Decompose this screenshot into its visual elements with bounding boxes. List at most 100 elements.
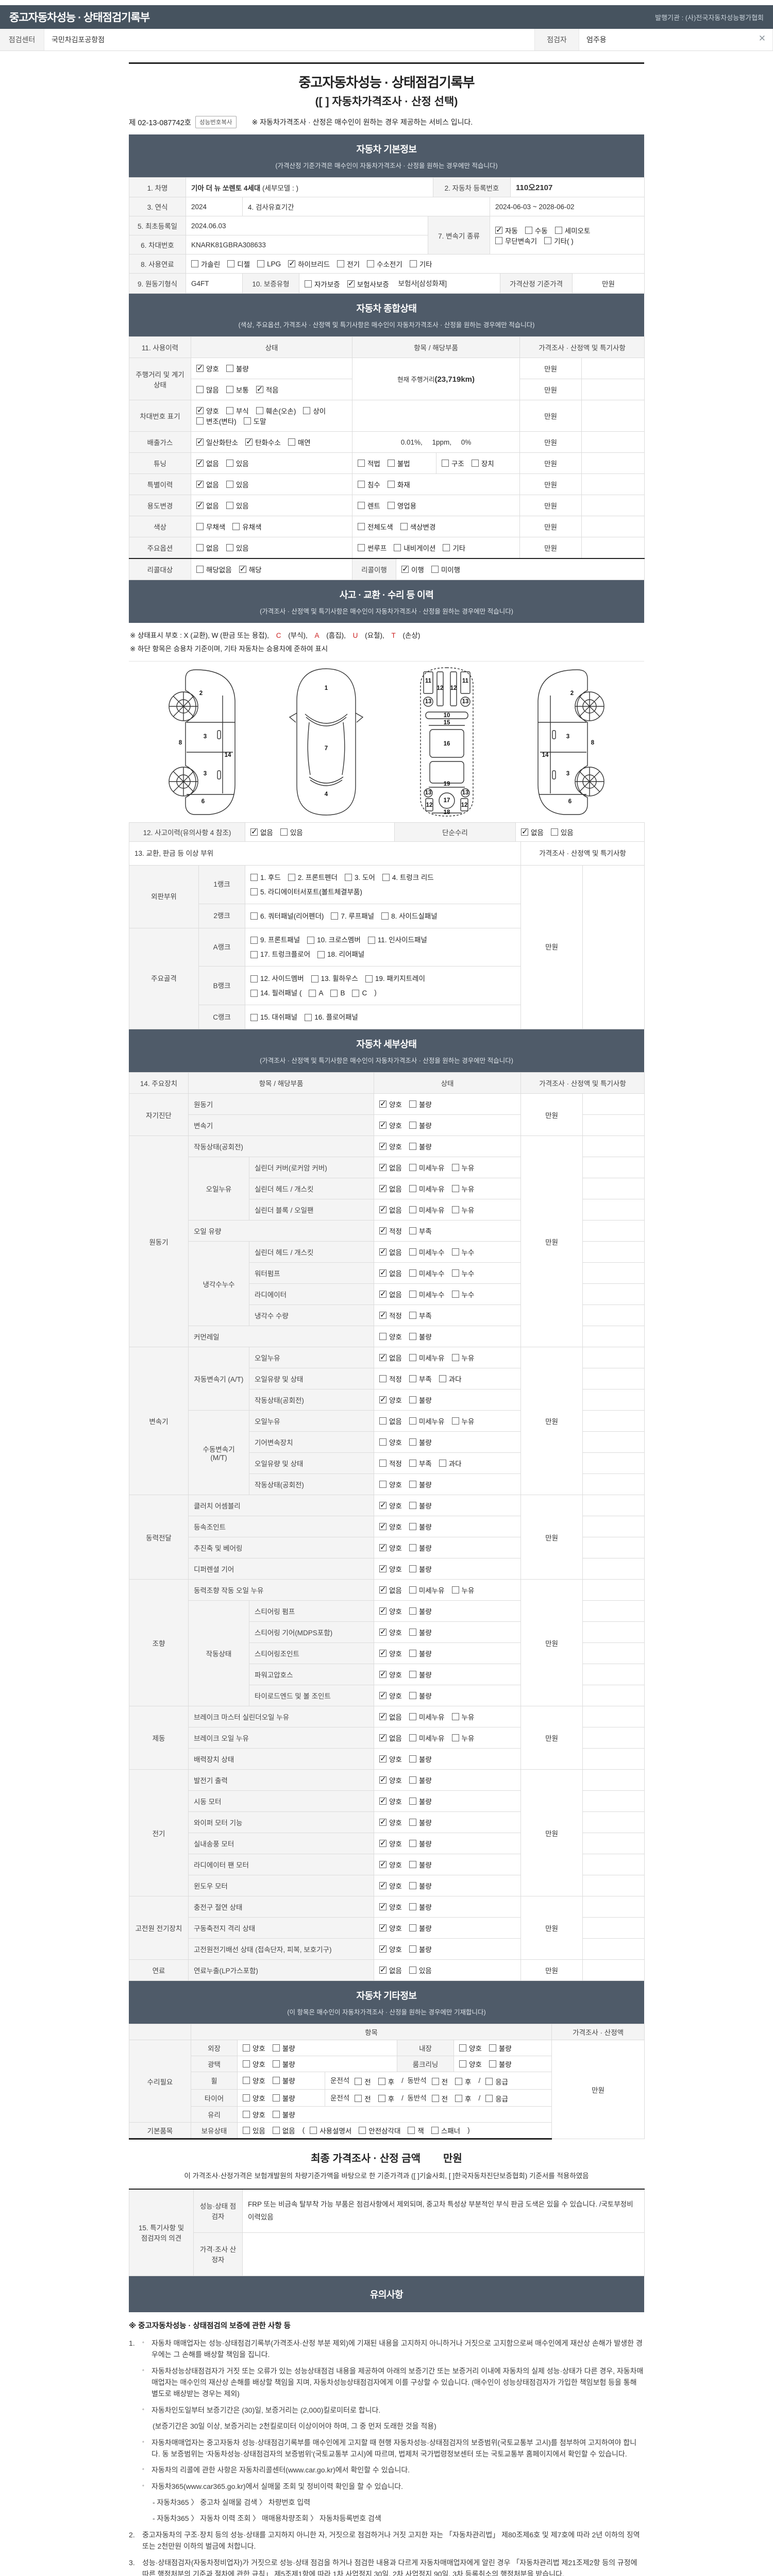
checkbox-unchecked[interactable]: 불량 xyxy=(409,1564,432,1574)
checkbox-checked[interactable]: 양호 xyxy=(379,1690,402,1701)
checkbox-unchecked[interactable]: 장치 xyxy=(471,458,494,468)
checkbox-unchecked[interactable]: 디젤 xyxy=(227,259,250,269)
checkbox-unchecked[interactable]: 기타 xyxy=(443,543,465,553)
checkbox-unchecked[interactable]: 13. 휠하우스 xyxy=(311,972,358,986)
checkbox-unchecked[interactable]: 불량 xyxy=(409,1521,432,1532)
checkbox-checked[interactable]: 없음 xyxy=(379,1585,402,1595)
checkbox-unchecked[interactable]: 양호 xyxy=(379,1331,402,1342)
checkbox-unchecked[interactable]: 18. 리어패널 xyxy=(317,947,364,961)
checkbox-unchecked[interactable]: 불량 xyxy=(409,1543,432,1553)
checkbox-unchecked[interactable]: 4. 트렁크 리드 xyxy=(382,871,434,885)
checkbox-unchecked[interactable]: 부족 xyxy=(409,1374,432,1384)
checkbox-unchecked[interactable]: 누유 xyxy=(451,1733,474,1743)
checkbox-unchecked[interactable]: 상이 xyxy=(303,405,326,416)
checkbox-checked[interactable]: 양호 xyxy=(379,1902,402,1912)
checkbox-checked[interactable]: 해당 xyxy=(239,564,262,574)
checkbox-checked[interactable]: 양호 xyxy=(379,1141,402,1151)
checkbox-checked[interactable]: 양호 xyxy=(196,405,219,416)
checkbox-unchecked[interactable]: 보통 xyxy=(226,384,249,395)
checkbox-unchecked[interactable]: 3. 도어 xyxy=(344,871,375,885)
checkbox-unchecked[interactable]: 미세누유 xyxy=(409,1416,445,1426)
checkbox-checked[interactable]: 양호 xyxy=(379,1543,402,1553)
checkbox-unchecked[interactable]: 기타 xyxy=(409,259,432,269)
checkbox-unchecked[interactable]: 불량 xyxy=(272,2093,295,2103)
checkbox-checked[interactable]: 없음 xyxy=(196,479,219,489)
checkbox-unchecked[interactable]: 구조 xyxy=(442,458,464,468)
checkbox-checked[interactable]: 일산화탄소 xyxy=(196,437,238,447)
checkbox-checked[interactable]: 양호 xyxy=(379,1944,402,1954)
checkbox-unchecked[interactable]: 누유 xyxy=(451,1416,474,1426)
checkbox-unchecked[interactable]: 수소전기 xyxy=(367,259,402,269)
checkbox-unchecked[interactable]: 기타( ) xyxy=(544,235,574,246)
checkbox-unchecked[interactable]: 불량 xyxy=(489,2059,512,2069)
checkbox-unchecked[interactable]: 변조(변타) xyxy=(196,416,237,426)
checkbox-unchecked[interactable]: 내비게이션 xyxy=(394,543,435,553)
checkbox-unchecked[interactable]: 누수 xyxy=(451,1247,474,1257)
checkbox-checked[interactable]: 없음 xyxy=(196,458,219,468)
checkbox-unchecked[interactable]: 영업용 xyxy=(387,500,416,511)
checkbox-unchecked[interactable]: 불량 xyxy=(409,1648,432,1658)
checkbox-checked[interactable]: 양호 xyxy=(379,1669,402,1680)
checkbox-unchecked[interactable]: 미세누유 xyxy=(409,1585,445,1595)
checkbox-unchecked[interactable]: 가솔린 xyxy=(191,259,220,269)
checkbox-checked[interactable]: 없음 xyxy=(196,500,219,511)
checkbox-unchecked[interactable]: 있음 xyxy=(409,1965,432,1975)
checkbox-unchecked[interactable]: 15. 대쉬패널 xyxy=(250,1010,297,1024)
checkbox-unchecked[interactable]: 유채색 xyxy=(232,521,262,532)
checkbox-checked[interactable]: 없음 xyxy=(379,1205,402,1215)
checkbox-unchecked[interactable]: 과다 xyxy=(439,1374,462,1384)
checkbox-unchecked[interactable]: 6. 쿼터패널(리어펜더) xyxy=(250,909,324,923)
checkbox-unchecked[interactable]: 잭 xyxy=(408,2125,424,2136)
checkbox-unchecked[interactable]: 양호 xyxy=(459,2043,482,2053)
checkbox-unchecked[interactable]: 미세누유 xyxy=(409,1352,445,1363)
checkbox-unchecked[interactable]: 17. 트렁크플로어 xyxy=(250,947,310,961)
close-icon[interactable]: ✕ xyxy=(758,33,766,43)
checkbox-checked[interactable]: 양호 xyxy=(379,1775,402,1785)
checkbox-unchecked[interactable]: 부족 xyxy=(409,1226,432,1236)
checkbox-checked[interactable]: 자동 xyxy=(495,225,518,235)
checkbox-unchecked[interactable]: 사용설명서 xyxy=(310,2125,351,2136)
checkbox-checked[interactable]: 양호 xyxy=(379,1099,402,1109)
checkbox-unchecked[interactable]: 미세누유 xyxy=(409,1183,445,1194)
checkbox-checked[interactable]: 적정 xyxy=(379,1226,402,1236)
checkbox-checked[interactable]: 없음 xyxy=(379,1247,402,1257)
checkbox-unchecked[interactable]: 미세누유 xyxy=(409,1711,445,1722)
checkbox-unchecked[interactable]: 후 xyxy=(378,2093,394,2104)
checkbox-unchecked[interactable]: 양호 xyxy=(243,2075,265,2086)
checkbox-unchecked[interactable]: 불량 xyxy=(409,1880,432,1891)
checkbox-unchecked[interactable]: 적법 xyxy=(358,458,380,468)
checkbox-unchecked[interactable]: 10. 크로스멤버 xyxy=(307,933,361,947)
checkbox-unchecked[interactable]: B xyxy=(330,986,345,1000)
checkbox-unchecked[interactable]: 전 xyxy=(355,2076,371,2087)
checkbox-unchecked[interactable]: 불량 xyxy=(409,1838,432,1849)
checkbox-unchecked[interactable]: 해당없음 xyxy=(196,564,232,574)
checkbox-checked[interactable]: 양호 xyxy=(379,1859,402,1870)
checkbox-unchecked[interactable]: 있음 xyxy=(226,479,249,489)
checkbox-unchecked[interactable]: 양호 xyxy=(379,1479,402,1489)
checkbox-unchecked[interactable]: A xyxy=(309,986,323,1000)
checkbox-unchecked[interactable]: 자가보증 xyxy=(305,279,340,289)
checkbox-unchecked[interactable]: 양호 xyxy=(243,2043,265,2053)
checkbox-unchecked[interactable]: 부식 xyxy=(226,405,249,416)
checkbox-unchecked[interactable]: 불량 xyxy=(409,1669,432,1680)
checkbox-checked[interactable]: 적정 xyxy=(379,1310,402,1320)
checkbox-unchecked[interactable]: 스패너 xyxy=(431,2125,460,2136)
checkbox-unchecked[interactable]: 16. 플로어패널 xyxy=(305,1010,358,1024)
checkbox-unchecked[interactable]: 전 xyxy=(431,2093,448,2104)
checkbox-unchecked[interactable]: 양호 xyxy=(379,1437,402,1447)
checkbox-checked[interactable]: 하이브리드 xyxy=(288,259,330,269)
checkbox-unchecked[interactable]: 불법 xyxy=(387,458,410,468)
checkbox-unchecked[interactable]: 없음 xyxy=(272,2125,295,2136)
checkbox-unchecked[interactable]: 불량 xyxy=(409,1437,432,1447)
checkbox-unchecked[interactable]: 미세누유 xyxy=(409,1162,445,1173)
checkbox-unchecked[interactable]: 불량 xyxy=(409,1606,432,1616)
checkbox-unchecked[interactable]: 세미오토 xyxy=(554,225,590,235)
checkbox-checked[interactable]: 양호 xyxy=(379,1838,402,1849)
checkbox-checked[interactable]: 양호 xyxy=(379,1500,402,1511)
checkbox-unchecked[interactable]: 불량 xyxy=(272,2043,295,2053)
checkbox-unchecked[interactable]: 19. 패키지트레이 xyxy=(365,972,425,986)
checkbox-unchecked[interactable]: 썬루프 xyxy=(358,543,386,553)
checkbox-unchecked[interactable]: 적정 xyxy=(379,1458,402,1468)
checkbox-unchecked[interactable]: 불량 xyxy=(272,2075,295,2086)
checkbox-unchecked[interactable]: 부족 xyxy=(409,1310,432,1320)
